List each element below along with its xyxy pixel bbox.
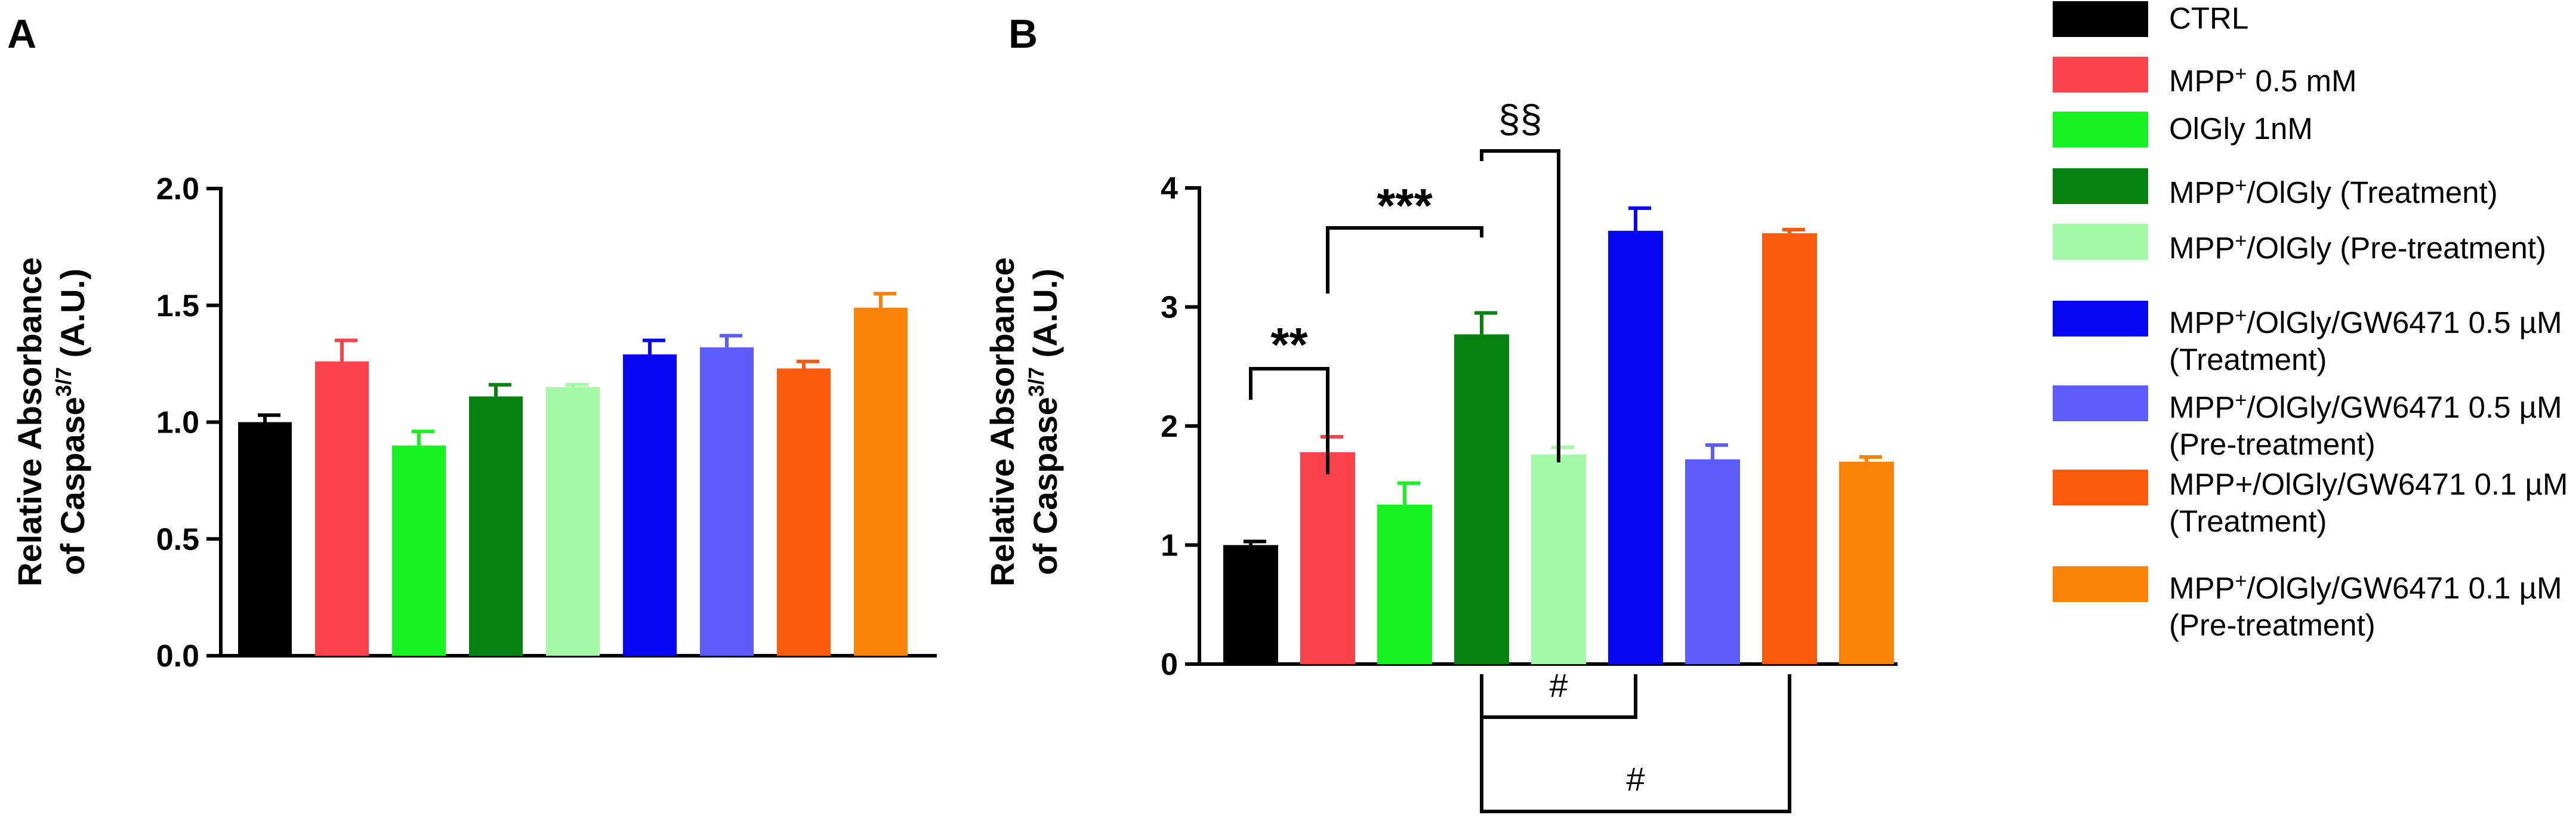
legend-label-main: OlGly 1nM bbox=[2169, 112, 2313, 146]
legend-label: CTRL bbox=[2169, 0, 2248, 37]
legend-label-sup: + bbox=[2235, 230, 2247, 252]
bar bbox=[1300, 452, 1355, 664]
legend-label: MPP+/OlGly/GW6471 0.5 µM (Pre-treatment) bbox=[2169, 382, 2562, 463]
legend-label-line2: (Pre-treatment) bbox=[2169, 427, 2376, 461]
legend-label-main: MPP bbox=[2169, 305, 2235, 339]
legend-label-rest: /OlGly (Treatment) bbox=[2247, 175, 2498, 209]
y-tick-label: 4 bbox=[1161, 171, 1178, 206]
significance-bracket bbox=[1480, 149, 1560, 462]
bar bbox=[238, 422, 292, 656]
legend-label-sup: + bbox=[2235, 570, 2247, 592]
y-axis-label-line1: Relative Absorbance bbox=[11, 257, 48, 587]
bar bbox=[1531, 454, 1586, 664]
y-axis-label-suffix: (A.U.) bbox=[54, 268, 91, 367]
legend-label-rest: /OlGly/GW6471 0.5 µM bbox=[2247, 305, 2562, 339]
significance-bracket bbox=[1480, 674, 1791, 813]
legend-label-sup: + bbox=[2235, 389, 2247, 412]
legend-label-main: MPP bbox=[2169, 571, 2235, 605]
bar bbox=[1377, 504, 1432, 664]
y-tick-label: 0.0 bbox=[156, 639, 199, 674]
bar bbox=[854, 307, 908, 656]
y-tick-label: 2 bbox=[1161, 409, 1178, 444]
legend-label: OlGly 1nM bbox=[2169, 110, 2313, 147]
y-axis-label-suffix: (A.U.) bbox=[1026, 268, 1064, 367]
y-axis-label-line2: of Caspase bbox=[1026, 397, 1064, 575]
bar bbox=[700, 347, 754, 656]
legend-label: MPP+/OlGly (Pre-treatment) bbox=[2169, 223, 2546, 267]
legend-label-line2: (Treatment) bbox=[2169, 342, 2327, 376]
legend-swatch bbox=[2053, 168, 2148, 204]
y-tick-label: 1.0 bbox=[156, 406, 199, 440]
legend-label-rest: /OlGly/GW6471 0.1 µM bbox=[2247, 571, 2562, 605]
bar bbox=[1454, 334, 1509, 664]
legend-swatch bbox=[2053, 224, 2148, 260]
panel-label-b: B bbox=[1008, 11, 1038, 57]
bar bbox=[1223, 545, 1278, 664]
legend-label-sup: + bbox=[2235, 304, 2247, 327]
legend-label-sup: + bbox=[2235, 63, 2247, 85]
y-axis-label-sup: 3/7 bbox=[1024, 367, 1048, 397]
legend-label: MPP+/OlGly/GW6471 0.1 µM (Pre-treatment) bbox=[2169, 563, 2562, 644]
legend-swatch bbox=[2053, 470, 2148, 505]
legend-label-line2: (Treatment) bbox=[2169, 504, 2327, 538]
legend-label-main: MPP bbox=[2169, 231, 2235, 265]
legend-label-main: MPP bbox=[2169, 175, 2235, 209]
significance-label: # bbox=[1626, 760, 1645, 798]
legend-label: MPP+/OlGly/GW6471 0.1 µM (Treatment) bbox=[2169, 466, 2568, 540]
significance-bracket bbox=[1249, 367, 1329, 474]
bar bbox=[623, 354, 677, 656]
bar bbox=[777, 368, 831, 656]
y-axis-label-line2: of Caspase bbox=[54, 397, 91, 575]
legend-label-main: CTRL bbox=[2169, 1, 2249, 35]
legend-label-rest: /OlGly (Pre-treatment) bbox=[2247, 231, 2546, 265]
significance-label: §§ bbox=[1498, 97, 1542, 141]
chart-panel-a: 0.0 0.5 1.0 1.5 2.0 Relative Absorbance of Cas… bbox=[11, 172, 937, 674]
bar bbox=[546, 387, 600, 656]
legend-label: MPP+ 0.5 mM bbox=[2169, 55, 2357, 100]
legend-label: MPP+/OlGly (Treatment) bbox=[2169, 167, 2498, 211]
significance-label: # bbox=[1549, 666, 1568, 704]
legend-label: MPP+/OlGly/GW6471 0.5 µM (Treatment) bbox=[2169, 297, 2562, 378]
bar bbox=[1685, 459, 1740, 664]
significance-label: *** bbox=[1377, 179, 1433, 232]
legend-label-sup: + bbox=[2235, 174, 2247, 197]
legend-label-main: MPP+/OlGly/GW6471 0.1 µM bbox=[2169, 467, 2568, 501]
bar bbox=[392, 445, 446, 656]
legend-label-rest: /OlGly/GW6471 0.5 µM bbox=[2247, 390, 2562, 424]
y-tick-label: 0.5 bbox=[156, 522, 199, 557]
legend-swatch bbox=[2053, 385, 2148, 421]
panel-label-a: A bbox=[7, 11, 36, 57]
legend-swatch bbox=[2053, 1, 2148, 37]
y-tick-label: 0 bbox=[1161, 647, 1178, 682]
y-tick-label: 1 bbox=[1161, 529, 1178, 563]
legend-label-main: MPP bbox=[2169, 390, 2235, 424]
bar bbox=[315, 361, 369, 656]
legend-swatch bbox=[2053, 566, 2148, 602]
y-tick-label: 1.5 bbox=[156, 289, 199, 323]
significance-label: ** bbox=[1270, 318, 1308, 371]
significance-bracket bbox=[1326, 226, 1483, 294]
legend-swatch bbox=[2053, 301, 2148, 337]
bar bbox=[469, 396, 523, 656]
legend-label-rest: 0.5 mM bbox=[2247, 64, 2357, 98]
legend-swatch bbox=[2053, 57, 2148, 92]
y-tick-label: 2.0 bbox=[156, 172, 199, 206]
chart-panel-b: 0 1 2 3 4 Relative Absorbance of Caspase3/7 (A… bbox=[983, 97, 1898, 813]
y-tick-label: 3 bbox=[1161, 291, 1178, 325]
bar bbox=[1762, 233, 1817, 664]
y-axis-label-sup: 3/7 bbox=[51, 367, 76, 397]
bar bbox=[1608, 230, 1663, 664]
legend-swatch bbox=[2053, 112, 2148, 147]
y-axis-label-line1: Relative Absorbance bbox=[983, 257, 1021, 587]
legend-label-line2: (Pre-treatment) bbox=[2169, 608, 2376, 642]
y-axis-label: Relative Absorbance of Caspase3/7 (A.U.) bbox=[11, 257, 91, 587]
bar bbox=[1839, 461, 1894, 664]
legend-label-main: MPP bbox=[2169, 64, 2235, 98]
y-axis-label: Relative Absorbance of Caspase3/7 (A.U.) bbox=[983, 257, 1064, 587]
